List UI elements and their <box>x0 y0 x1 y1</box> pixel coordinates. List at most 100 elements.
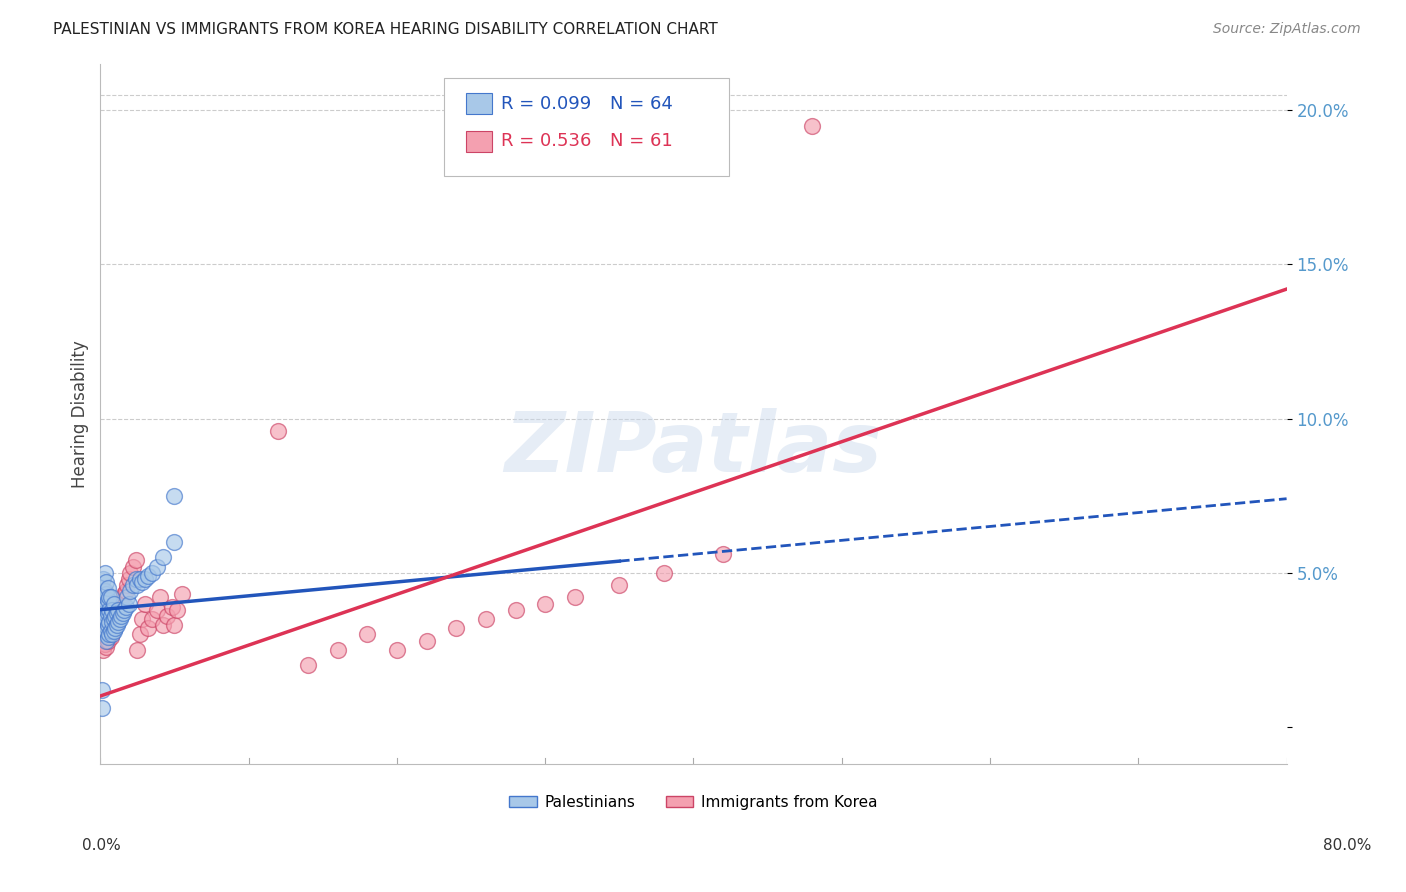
Point <box>98 591 121 605</box>
Point <box>94 603 117 617</box>
Point <box>100 591 122 605</box>
Point <box>652 566 675 580</box>
Point <box>103 612 125 626</box>
Point <box>90 682 112 697</box>
Point <box>118 566 141 580</box>
Point <box>711 547 734 561</box>
Point <box>94 593 117 607</box>
Point <box>96 640 118 654</box>
Point <box>104 608 127 623</box>
Point <box>108 597 131 611</box>
Point <box>94 606 117 620</box>
Point <box>105 618 128 632</box>
Point <box>111 591 134 605</box>
Point <box>97 593 120 607</box>
Point <box>97 618 120 632</box>
Point <box>131 574 153 589</box>
Point <box>96 624 118 639</box>
Point <box>97 631 120 645</box>
Point <box>94 627 117 641</box>
Point <box>112 603 135 617</box>
Point <box>96 606 118 620</box>
Point <box>122 578 145 592</box>
Point <box>97 606 120 620</box>
Point <box>505 603 527 617</box>
Point <box>90 701 112 715</box>
Point <box>103 618 125 632</box>
Point <box>94 621 117 635</box>
Point <box>607 578 630 592</box>
Point <box>115 591 138 605</box>
Point <box>163 618 186 632</box>
Point <box>107 615 129 629</box>
Point <box>118 584 141 599</box>
Point <box>136 621 159 635</box>
Point <box>112 587 135 601</box>
Point <box>152 550 174 565</box>
Point <box>98 627 121 641</box>
Point <box>100 624 122 639</box>
Point <box>134 597 156 611</box>
Point <box>105 606 128 620</box>
Point <box>152 618 174 632</box>
Point <box>129 627 152 641</box>
Point <box>90 581 112 595</box>
Text: ZIPatlas: ZIPatlas <box>505 409 883 490</box>
Point <box>108 612 131 626</box>
Point <box>97 618 120 632</box>
Point <box>267 424 290 438</box>
Point <box>145 603 167 617</box>
Point <box>96 574 118 589</box>
Point <box>475 612 498 626</box>
Point <box>114 599 136 614</box>
Point <box>111 606 134 620</box>
Point <box>101 624 124 639</box>
Point <box>163 489 186 503</box>
Text: R = 0.099: R = 0.099 <box>502 95 592 113</box>
Point <box>104 621 127 635</box>
Point <box>326 642 349 657</box>
Point <box>101 603 124 617</box>
Point <box>96 633 118 648</box>
Point <box>115 578 138 592</box>
Point <box>100 615 122 629</box>
Point <box>160 599 183 614</box>
Point <box>163 534 186 549</box>
Point <box>131 612 153 626</box>
Point <box>94 566 117 580</box>
Point <box>136 568 159 582</box>
Point <box>101 615 124 629</box>
Point <box>129 572 152 586</box>
Legend: Palestinians, Immigrants from Korea: Palestinians, Immigrants from Korea <box>503 789 884 815</box>
Point <box>98 612 121 626</box>
Point <box>91 642 114 657</box>
Point <box>103 597 125 611</box>
Point <box>104 612 127 626</box>
Point <box>117 597 139 611</box>
Point <box>96 599 118 614</box>
Text: 0.0%: 0.0% <box>82 838 121 853</box>
Point <box>96 624 118 639</box>
Text: PALESTINIAN VS IMMIGRANTS FROM KOREA HEARING DISABILITY CORRELATION CHART: PALESTINIAN VS IMMIGRANTS FROM KOREA HEA… <box>53 22 718 37</box>
FancyBboxPatch shape <box>465 130 492 152</box>
Point <box>96 587 118 601</box>
Point <box>103 624 125 639</box>
Point <box>94 584 117 599</box>
Point <box>98 615 121 629</box>
Point <box>97 633 120 648</box>
Text: Source: ZipAtlas.com: Source: ZipAtlas.com <box>1213 22 1361 37</box>
Point <box>801 119 824 133</box>
Point <box>534 597 557 611</box>
Point <box>125 553 148 567</box>
Point <box>98 627 121 641</box>
Point <box>90 618 112 632</box>
Point <box>127 642 149 657</box>
Point <box>91 572 114 586</box>
Point <box>166 603 188 617</box>
Point <box>94 637 117 651</box>
Point <box>149 591 172 605</box>
Text: R = 0.536: R = 0.536 <box>502 132 592 150</box>
Point <box>97 581 120 595</box>
Point <box>444 621 467 635</box>
Text: N = 61: N = 61 <box>610 132 673 150</box>
